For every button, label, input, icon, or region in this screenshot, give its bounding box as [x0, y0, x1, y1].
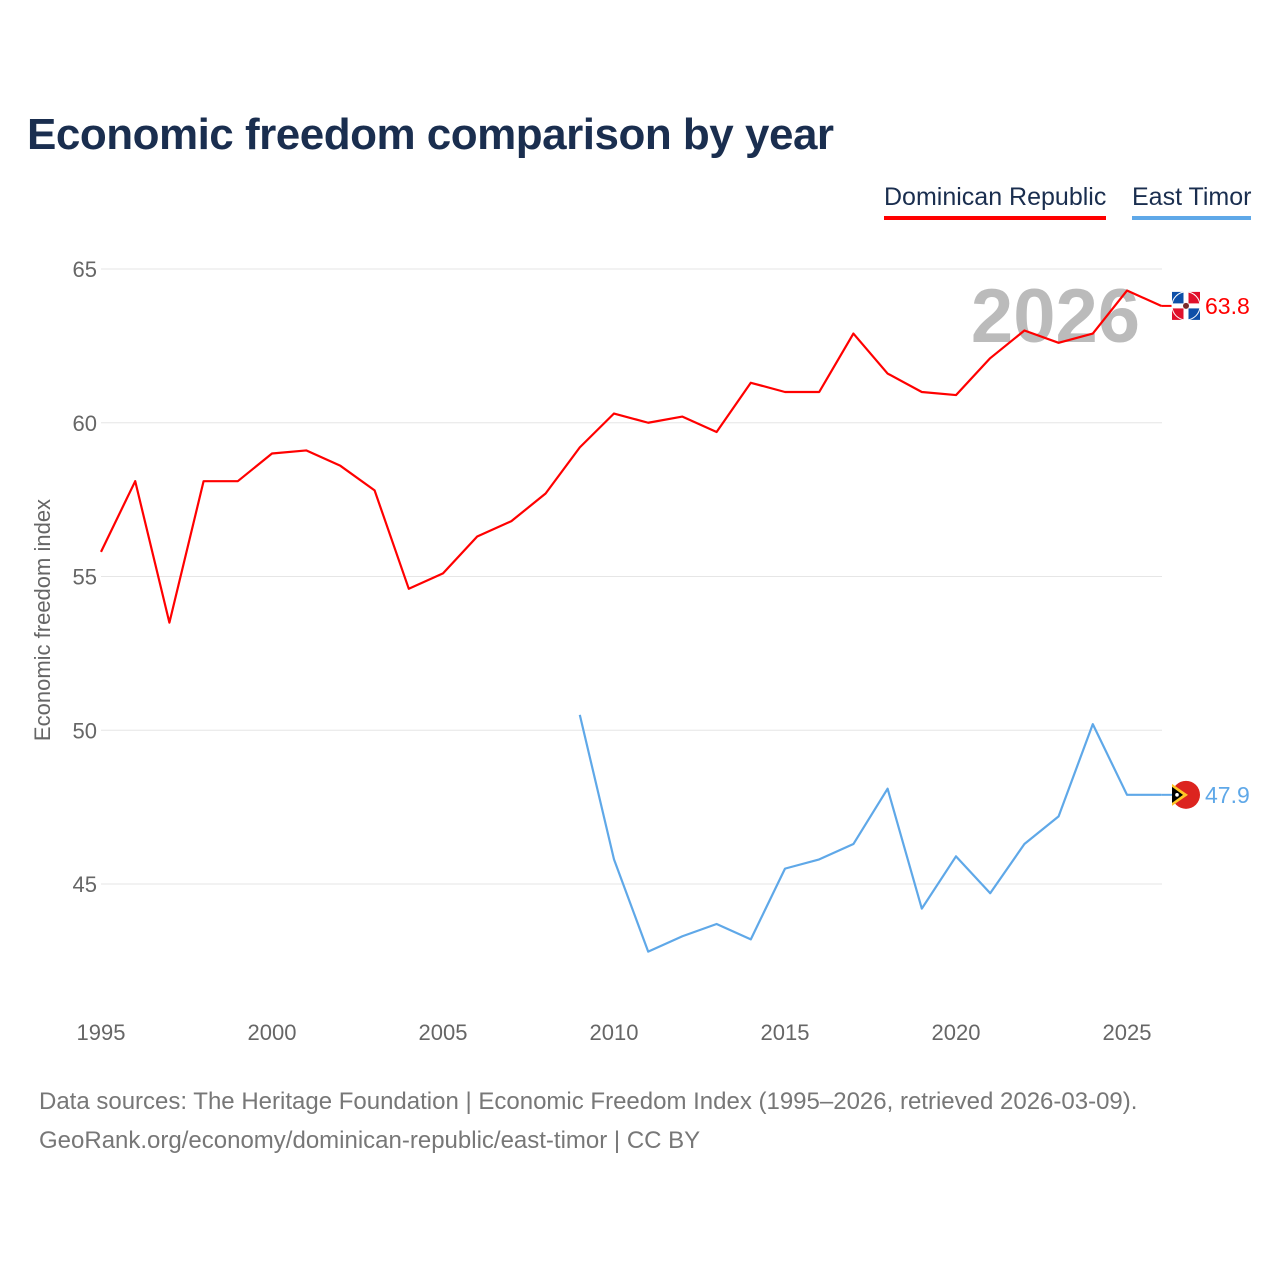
year-watermark: 2026: [971, 274, 1140, 359]
x-tick-label: 2005: [419, 1020, 468, 1045]
legend-east-timor[interactable]: East Timor: [1132, 183, 1252, 220]
flag-part: [1175, 793, 1179, 797]
series-line-dominican-republic: [100, 289, 1162, 624]
chart-title: Economic freedom comparison by year: [27, 110, 834, 159]
flag-part: [1172, 305, 1186, 320]
end-value-label: 63.8: [1205, 293, 1250, 319]
east-timor-flag-icon: [1172, 780, 1200, 809]
y-tick-label: 50: [73, 718, 97, 743]
x-tick-label: 2025: [1103, 1020, 1152, 1045]
source-line-1: Data sources: The Heritage Foundation | …: [39, 1088, 1138, 1115]
x-tick-label: 2020: [932, 1020, 981, 1045]
y-tick-label: 45: [73, 872, 97, 897]
flag-part: [1186, 291, 1200, 306]
x-tick-label: 1995: [77, 1020, 126, 1045]
legend-dominican-republic[interactable]: Dominican Republic: [884, 183, 1107, 220]
y-tick-label: 60: [73, 411, 97, 436]
flag-part: [1186, 305, 1200, 320]
x-tick-label: 2000: [248, 1020, 297, 1045]
series-line-east-timor: [578, 714, 1162, 953]
dominican-republic-flag-icon: [1171, 291, 1201, 321]
flag-part: [1171, 291, 1201, 321]
flag-part: [1183, 302, 1189, 309]
x-tick-label: 2010: [590, 1020, 639, 1045]
end-value-label: 47.9: [1205, 782, 1250, 808]
y-tick-label: 55: [73, 565, 97, 590]
x-tick-label: 2015: [761, 1020, 810, 1045]
flag-part: [1172, 291, 1186, 306]
y-tick-label: 65: [73, 257, 97, 282]
source-line-2[interactable]: GeoRank.org/economy/dominican-republic/e…: [39, 1127, 701, 1154]
y-axis-label: Economic freedom index: [30, 499, 55, 741]
